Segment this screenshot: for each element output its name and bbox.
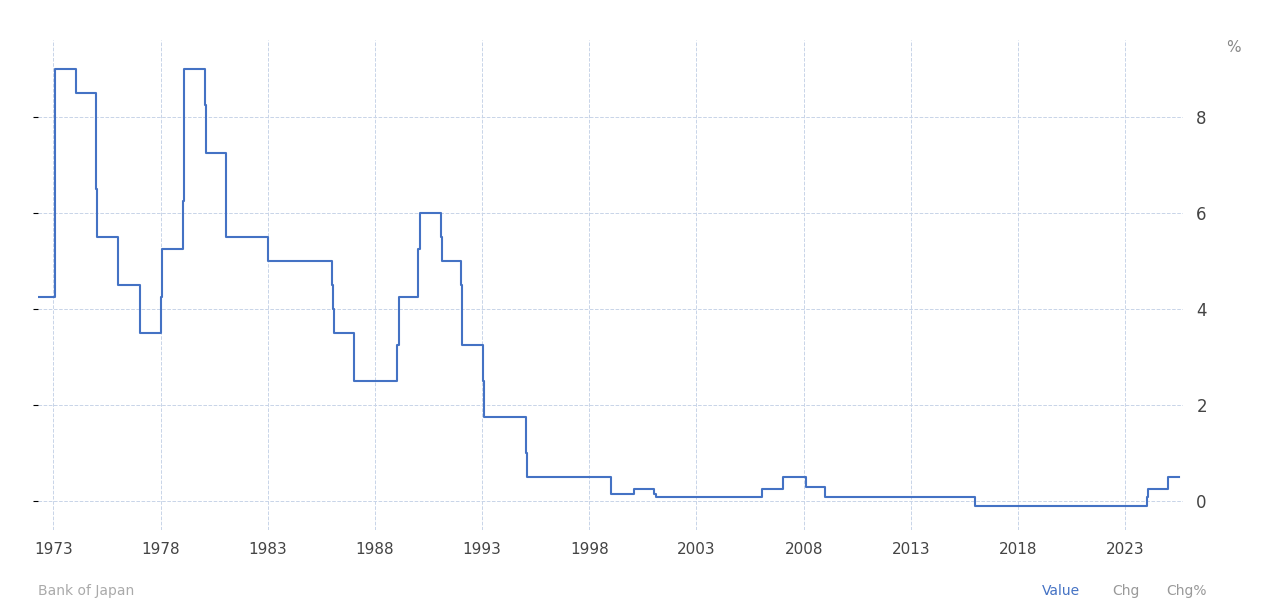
Text: Chg: Chg	[1113, 584, 1140, 598]
Text: Value: Value	[1042, 584, 1081, 598]
Text: Chg%: Chg%	[1166, 584, 1207, 598]
Text: %: %	[1225, 40, 1241, 55]
Text: Bank of Japan: Bank of Japan	[38, 584, 134, 598]
